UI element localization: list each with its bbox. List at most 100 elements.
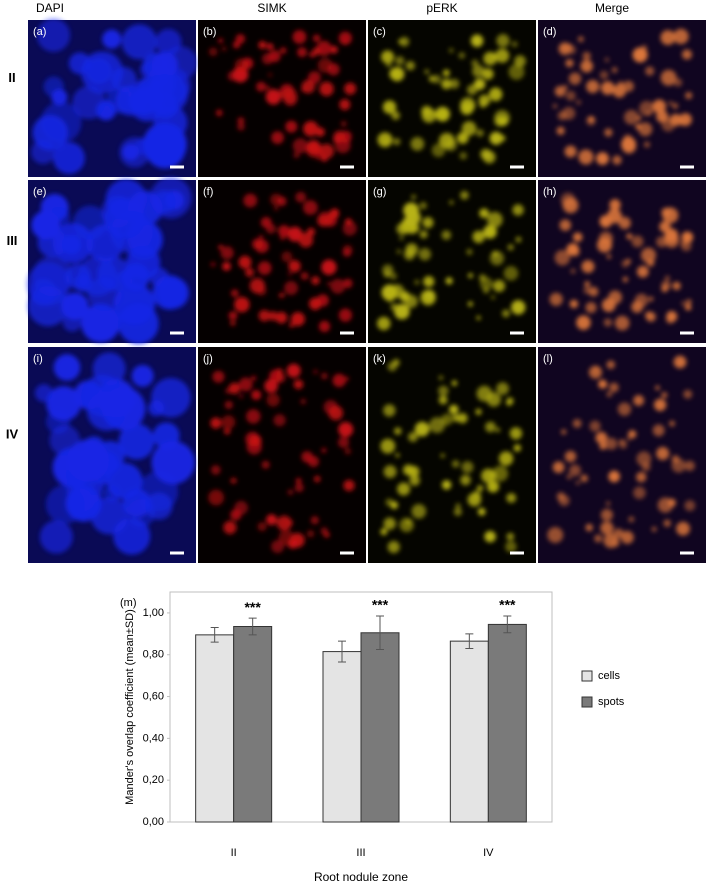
signal-blob — [31, 210, 61, 240]
y-tick-label: 0,80 — [143, 649, 164, 661]
signal-blob — [643, 141, 651, 148]
signal-blob — [509, 427, 523, 440]
signal-blob — [585, 523, 594, 532]
signal-blob — [569, 299, 579, 309]
signal-blob — [506, 397, 514, 405]
signal-blob — [485, 421, 496, 433]
signal-blob — [588, 286, 599, 297]
signal-blob — [317, 57, 333, 73]
signal-blob — [623, 109, 639, 125]
signal-blob — [605, 501, 611, 506]
signal-blob — [343, 278, 353, 289]
signal-blob — [227, 71, 238, 81]
panel-label: (j) — [203, 353, 213, 365]
signal-blob — [221, 415, 236, 430]
panel-label: (m) — [120, 597, 137, 609]
signal-blob — [422, 217, 434, 229]
micrograph-signal — [547, 355, 696, 549]
signal-blob — [618, 216, 631, 230]
signal-blob — [131, 364, 154, 387]
signal-blob — [686, 299, 692, 305]
signal-blob — [218, 38, 224, 44]
signal-blob — [390, 501, 399, 509]
signal-blob — [429, 417, 446, 434]
signal-blob — [268, 311, 278, 321]
micrograph-signal — [208, 30, 357, 162]
signal-blob — [636, 471, 647, 483]
signal-blob — [466, 84, 478, 96]
signal-blob — [513, 444, 522, 452]
signal-blob — [460, 190, 469, 200]
signal-blob — [511, 41, 518, 48]
signal-blob — [572, 418, 582, 428]
signal-blob — [664, 228, 679, 243]
signal-blob — [583, 286, 591, 295]
signal-blob — [266, 514, 277, 526]
signal-blob — [116, 270, 134, 288]
signal-blob — [271, 131, 284, 145]
signal-blob — [495, 427, 501, 433]
signal-blob — [385, 61, 393, 68]
signal-blob — [595, 431, 608, 444]
signal-blob — [234, 500, 249, 515]
signal-blob — [600, 81, 615, 95]
signal-blob — [582, 51, 591, 61]
signal-blob — [556, 126, 565, 135]
signal-blob — [286, 363, 301, 378]
signal-blob — [626, 436, 631, 441]
signal-blob — [608, 290, 623, 305]
signal-blob — [636, 265, 649, 278]
micrograph-signal — [549, 192, 694, 331]
signal-blob — [307, 456, 320, 468]
signal-blob — [220, 246, 234, 260]
signal-blob — [306, 227, 316, 237]
signal-blob — [681, 231, 694, 244]
signal-blob — [685, 91, 693, 100]
signal-blob — [645, 66, 655, 76]
signal-blob — [122, 143, 140, 161]
signal-blob — [266, 43, 274, 51]
signal-blob — [312, 34, 321, 43]
signal-blob — [273, 414, 286, 427]
signal-blob — [667, 311, 673, 317]
signal-blob — [605, 437, 618, 450]
signal-blob — [292, 30, 307, 44]
signal-blob — [380, 438, 396, 454]
signal-blob — [342, 39, 348, 45]
significance: *** — [499, 597, 516, 613]
signal-blob — [335, 137, 351, 154]
signal-blob — [383, 517, 396, 530]
signal-blob — [438, 132, 455, 149]
signal-blob — [344, 218, 353, 226]
signal-blob — [472, 230, 485, 244]
signal-blob — [382, 100, 397, 114]
signal-blob — [261, 53, 274, 65]
signal-blob — [484, 530, 496, 543]
signal-blob — [102, 29, 122, 49]
signal-blob — [449, 78, 460, 89]
signal-blob — [381, 50, 395, 64]
signal-blob — [600, 508, 614, 522]
signal-blob — [275, 373, 286, 383]
signal-blob — [342, 221, 357, 236]
signal-blob — [289, 322, 294, 328]
signal-blob — [391, 111, 401, 120]
signal-blob — [453, 507, 462, 516]
row-label: III — [7, 233, 18, 248]
row-label: IV — [6, 426, 19, 441]
micrograph: (a) — [28, 18, 198, 177]
signal-blob — [639, 100, 655, 117]
signal-blob — [492, 465, 509, 482]
signal-blob — [252, 238, 263, 250]
signal-blob — [237, 117, 245, 125]
signal-blob — [554, 85, 566, 97]
signal-blob — [343, 479, 355, 492]
y-tick-label: 0,40 — [143, 732, 164, 744]
signal-blob — [431, 143, 446, 158]
micrograph: (e) — [26, 177, 196, 345]
signal-blob — [329, 208, 340, 219]
bar — [322, 651, 362, 823]
signal-blob — [153, 74, 177, 97]
signal-blob — [313, 475, 321, 483]
